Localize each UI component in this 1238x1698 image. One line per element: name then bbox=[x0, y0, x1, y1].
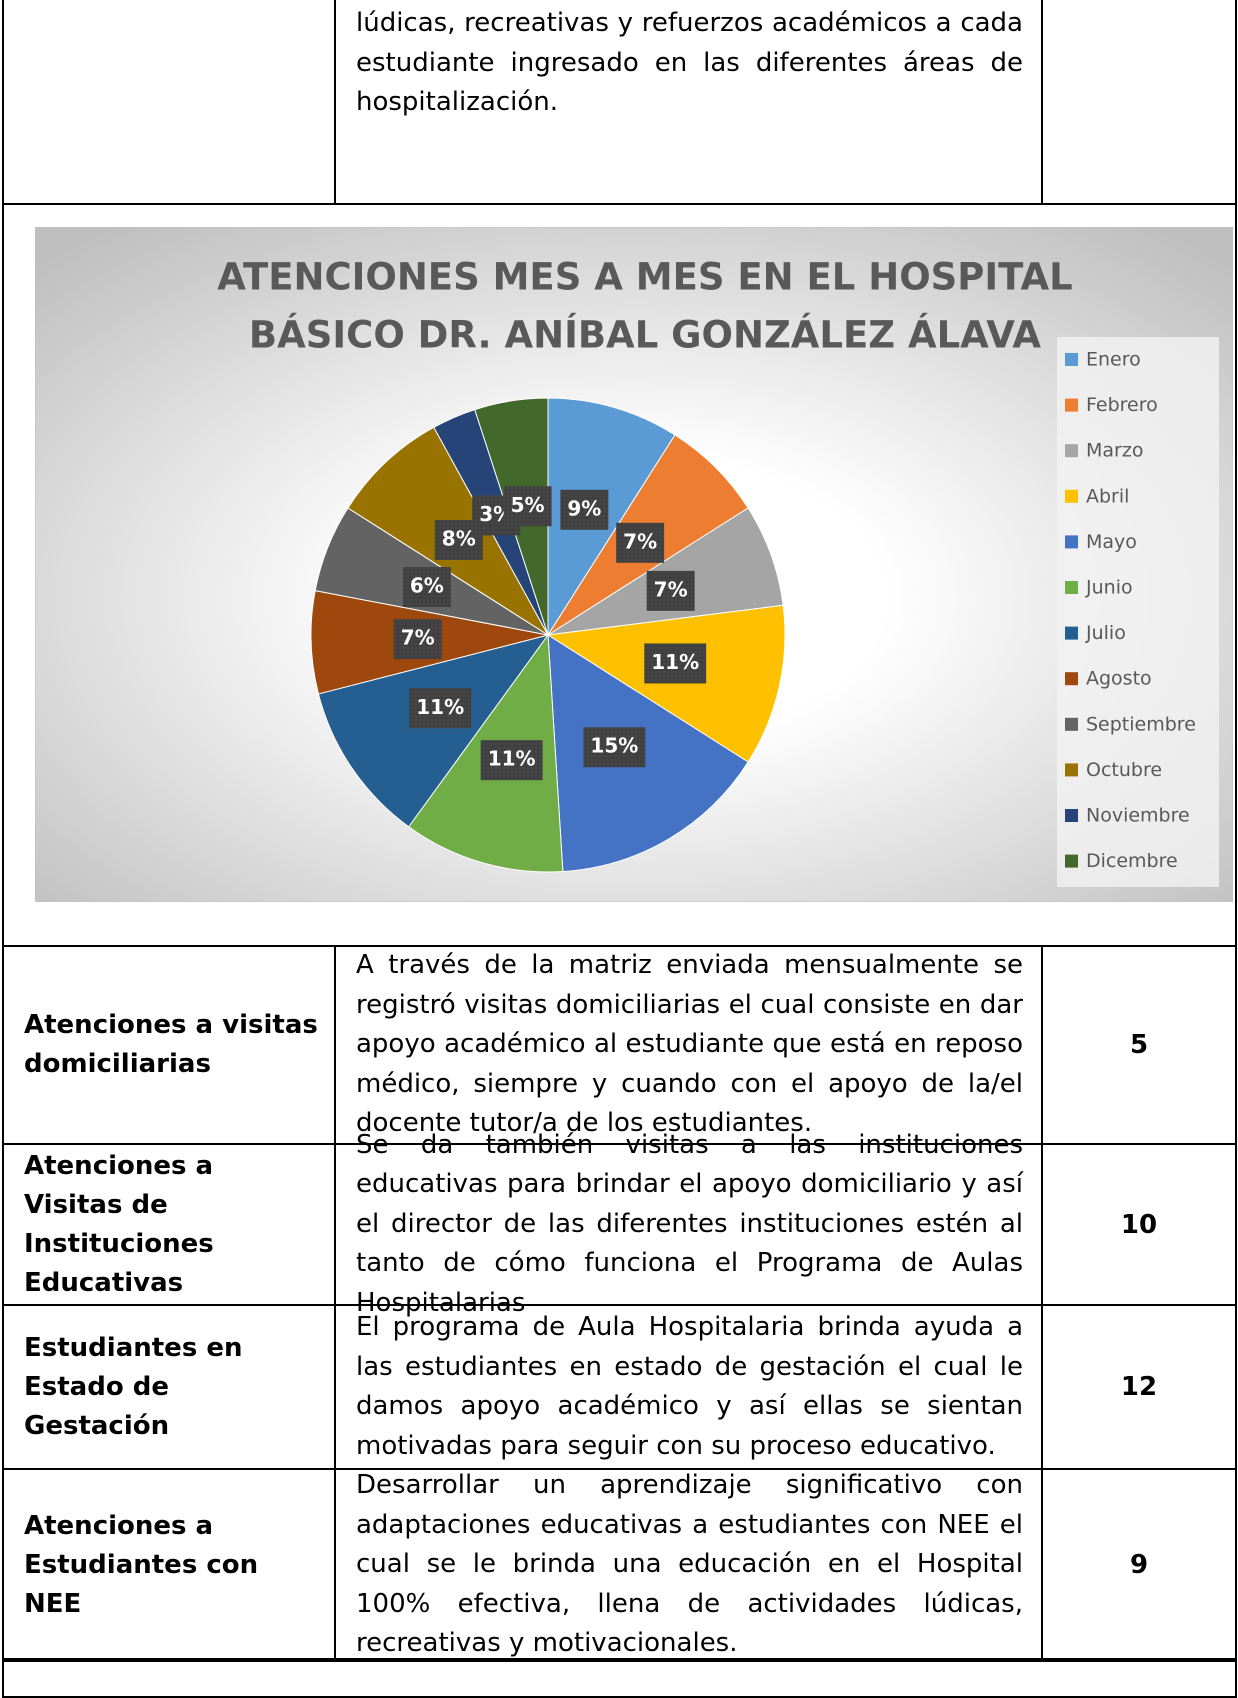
legend-swatch bbox=[1065, 809, 1078, 822]
legend-swatch bbox=[1065, 717, 1078, 731]
data-label: 11% bbox=[488, 747, 536, 771]
data-label: 9% bbox=[567, 496, 601, 520]
legend-label: Septiembre bbox=[1086, 713, 1196, 735]
row-description: Desarrollar un aprendizaje significativo… bbox=[334, 1468, 1043, 1662]
table-cell bbox=[2, 1658, 1237, 1698]
legend-swatch bbox=[1065, 854, 1078, 868]
data-label-box bbox=[646, 570, 695, 611]
table-cell bbox=[1041, 0, 1237, 205]
data-label-box bbox=[409, 688, 472, 729]
row-description: Se da también visitas a las institucione… bbox=[334, 1130, 1043, 1318]
data-label: 11% bbox=[651, 650, 699, 674]
data-label-box bbox=[583, 727, 646, 768]
legend-swatch bbox=[1065, 581, 1078, 594]
legend-swatch bbox=[1065, 535, 1078, 549]
legend-label: Noviembre bbox=[1086, 805, 1190, 827]
data-label-box bbox=[560, 489, 609, 530]
pie-slice bbox=[547, 397, 676, 637]
row-label: Atenciones a Visitas de Instituciones Ed… bbox=[2, 1143, 336, 1306]
data-label: 5% bbox=[511, 493, 545, 517]
data-label-box bbox=[503, 486, 552, 527]
pie-slice bbox=[546, 604, 786, 763]
row-description: El programa de Aula Hospitalaria brinda … bbox=[334, 1304, 1043, 1470]
chart: ATENCIONES MES A MES EN EL HOSPITAL BÁSI… bbox=[35, 227, 1233, 902]
data-label: 7% bbox=[654, 577, 688, 601]
legend-label: Marzo bbox=[1086, 440, 1143, 462]
chart-title: ATENCIONES MES A MES EN EL HOSPITAL bbox=[217, 256, 1073, 299]
legend-swatch bbox=[1065, 444, 1078, 458]
row-label: Atenciones a Estudiantes con NEE bbox=[2, 1468, 336, 1662]
legend-label: Julio bbox=[1085, 622, 1126, 644]
legend-swatch bbox=[1065, 398, 1078, 412]
pie-slice bbox=[317, 634, 550, 828]
row-count: 9 bbox=[1041, 1468, 1237, 1662]
data-label-box bbox=[480, 740, 543, 781]
legend-label: Dicembre bbox=[1086, 850, 1178, 872]
chart-title: BÁSICO DR. ANÍBAL GONZÁLEZ ÁLAVA bbox=[249, 313, 1042, 357]
data-label: 11% bbox=[416, 695, 464, 719]
legend-swatch bbox=[1065, 672, 1078, 686]
data-label-box bbox=[644, 643, 707, 684]
table-cell bbox=[2, 0, 336, 205]
data-label-box bbox=[616, 522, 665, 563]
legend-label: Febrero bbox=[1086, 394, 1158, 416]
legend-swatch bbox=[1065, 489, 1078, 503]
legend-swatch bbox=[1065, 353, 1078, 366]
legend-box bbox=[1057, 337, 1219, 887]
data-label-box bbox=[393, 619, 442, 660]
row-count: 10 bbox=[1041, 1143, 1237, 1306]
intro-text: lúdicas, recreativas y refuerzos académi… bbox=[334, 0, 1043, 205]
data-label: 7% bbox=[401, 626, 435, 650]
legend-label: Enero bbox=[1086, 349, 1141, 371]
data-label: 6% bbox=[410, 574, 444, 598]
legend-label: Abril bbox=[1086, 485, 1129, 507]
pie-slice bbox=[547, 634, 749, 873]
legend-swatch bbox=[1065, 626, 1078, 640]
data-label: 8% bbox=[442, 526, 476, 550]
legend-label: Octubre bbox=[1086, 759, 1162, 781]
row-count: 5 bbox=[1041, 945, 1237, 1145]
legend-label: Agosto bbox=[1086, 668, 1152, 690]
legend-label: Mayo bbox=[1086, 531, 1137, 553]
row-label: Atenciones a visitas domiciliarias bbox=[2, 945, 336, 1145]
data-label: 15% bbox=[590, 734, 638, 758]
legend-label: Junio bbox=[1085, 577, 1133, 599]
row-count: 12 bbox=[1041, 1304, 1237, 1470]
row-label: Estudiantes en Estado de Gestación bbox=[2, 1304, 336, 1470]
data-label-box bbox=[402, 567, 451, 608]
data-label: 7% bbox=[623, 529, 657, 553]
row-description: A través de la matriz enviada mensualmen… bbox=[334, 945, 1043, 1145]
legend-swatch bbox=[1065, 763, 1078, 777]
